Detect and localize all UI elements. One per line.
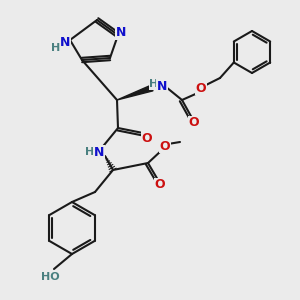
Polygon shape xyxy=(117,85,153,100)
Text: O: O xyxy=(189,116,199,130)
Text: O: O xyxy=(196,82,206,94)
Text: O: O xyxy=(155,178,165,191)
Text: O: O xyxy=(142,131,152,145)
Text: N: N xyxy=(116,26,126,40)
Text: N: N xyxy=(157,80,167,92)
Text: N: N xyxy=(60,35,70,49)
Text: HO: HO xyxy=(41,272,59,282)
Text: H: H xyxy=(149,79,159,89)
Text: H: H xyxy=(51,43,61,53)
Text: N: N xyxy=(94,146,104,158)
Text: H: H xyxy=(85,147,94,157)
Text: O: O xyxy=(160,140,170,152)
